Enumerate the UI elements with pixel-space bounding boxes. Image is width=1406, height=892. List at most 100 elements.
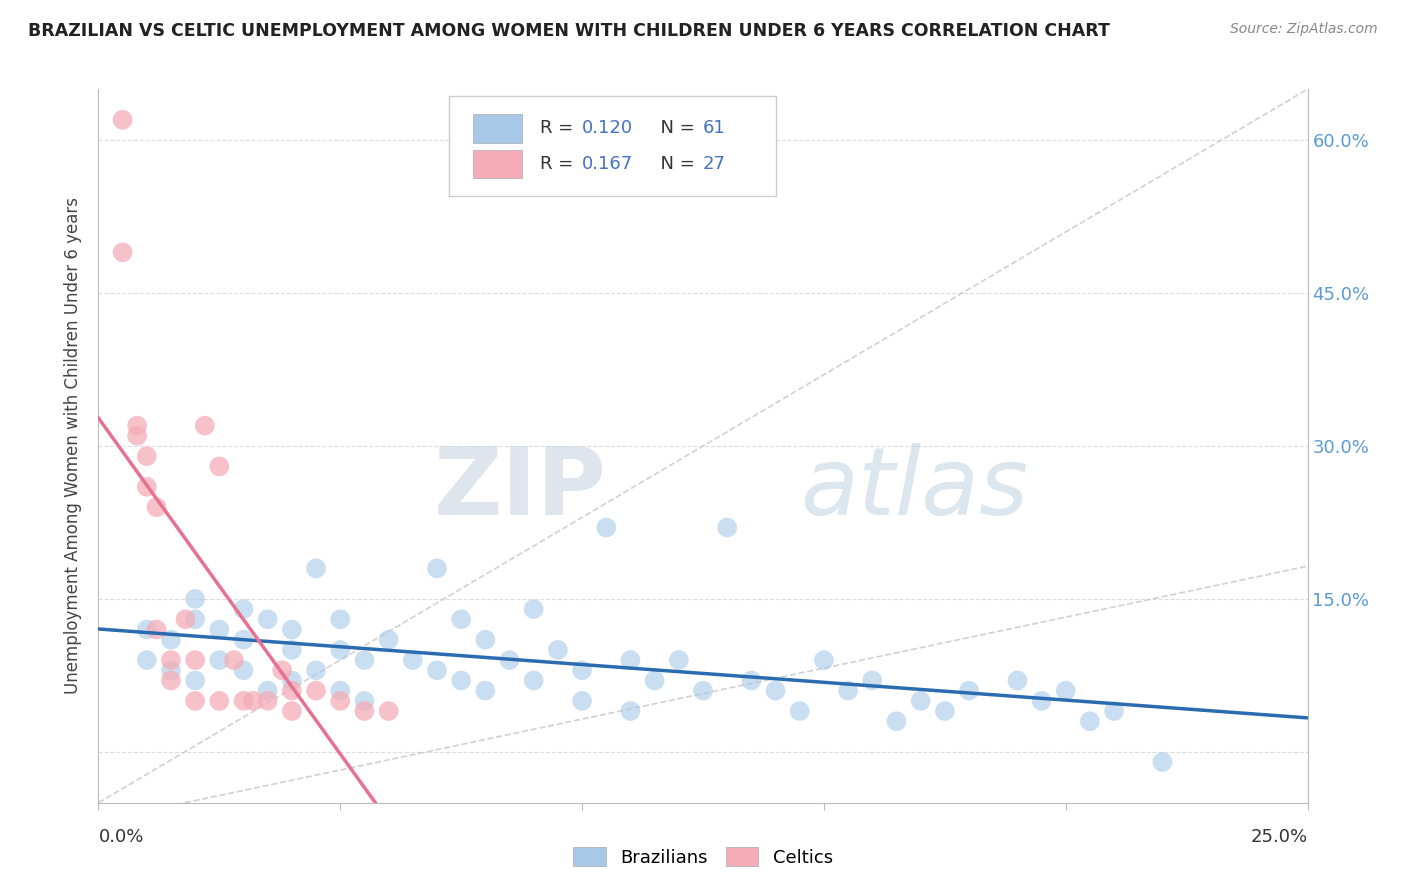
Point <box>160 653 183 667</box>
Point <box>232 663 254 677</box>
Point <box>256 683 278 698</box>
Point <box>305 561 328 575</box>
Point <box>426 663 449 677</box>
Point <box>1078 714 1101 729</box>
Text: 0.167: 0.167 <box>582 155 633 173</box>
Point <box>644 673 666 688</box>
Point <box>765 683 787 698</box>
Text: 0.0%: 0.0% <box>98 829 143 847</box>
Point <box>160 632 183 647</box>
Point <box>135 480 157 494</box>
Point <box>160 673 183 688</box>
Point <box>523 602 546 616</box>
Point <box>740 673 762 688</box>
Text: Source: ZipAtlas.com: Source: ZipAtlas.com <box>1230 22 1378 37</box>
Point <box>184 653 207 667</box>
Point <box>208 623 231 637</box>
Point <box>232 602 254 616</box>
Text: 61: 61 <box>703 120 725 137</box>
Point <box>242 694 264 708</box>
Point <box>111 112 134 127</box>
Point <box>789 704 811 718</box>
Point <box>135 623 157 637</box>
Text: R =: R = <box>540 120 579 137</box>
Point <box>1102 704 1125 718</box>
Point <box>256 612 278 626</box>
Text: N =: N = <box>648 155 700 173</box>
Point <box>329 643 352 657</box>
Point <box>547 643 569 657</box>
Point <box>377 632 399 647</box>
Point <box>474 632 496 647</box>
Point <box>619 704 641 718</box>
Point <box>208 694 231 708</box>
Text: 27: 27 <box>703 155 725 173</box>
Point <box>184 694 207 708</box>
Point <box>1054 683 1077 698</box>
Point <box>329 683 352 698</box>
Point <box>498 653 520 667</box>
Point <box>184 612 207 626</box>
Text: R =: R = <box>540 155 579 173</box>
Point <box>1152 755 1174 769</box>
Point <box>271 663 294 677</box>
Point <box>305 683 328 698</box>
Point <box>281 683 304 698</box>
Point <box>281 643 304 657</box>
Point <box>329 612 352 626</box>
Text: ZIP: ZIP <box>433 442 606 535</box>
Point <box>692 683 714 698</box>
Point <box>281 673 304 688</box>
Point <box>232 694 254 708</box>
Text: BRAZILIAN VS CELTIC UNEMPLOYMENT AMONG WOMEN WITH CHILDREN UNDER 6 YEARS CORRELA: BRAZILIAN VS CELTIC UNEMPLOYMENT AMONG W… <box>28 22 1109 40</box>
Point <box>281 704 304 718</box>
Point <box>111 245 134 260</box>
Point <box>329 694 352 708</box>
Legend: Brazilians, Celtics: Brazilians, Celtics <box>567 840 839 874</box>
Point <box>837 683 859 698</box>
Point <box>402 653 425 667</box>
Point <box>160 663 183 677</box>
Point <box>910 694 932 708</box>
Text: N =: N = <box>648 120 700 137</box>
Point <box>353 653 375 667</box>
Point <box>353 694 375 708</box>
Point <box>305 663 328 677</box>
Text: 25.0%: 25.0% <box>1250 829 1308 847</box>
Point <box>174 612 197 626</box>
Point <box>450 612 472 626</box>
FancyBboxPatch shape <box>474 114 522 143</box>
Point <box>1007 673 1029 688</box>
Point <box>595 520 617 534</box>
Point <box>523 673 546 688</box>
Point <box>135 653 157 667</box>
FancyBboxPatch shape <box>449 96 776 196</box>
Point <box>353 704 375 718</box>
Text: 0.120: 0.120 <box>582 120 633 137</box>
Y-axis label: Unemployment Among Women with Children Under 6 years: Unemployment Among Women with Children U… <box>65 197 83 695</box>
Point <box>886 714 908 729</box>
Point <box>377 704 399 718</box>
Point <box>934 704 956 718</box>
Point <box>208 459 231 474</box>
Point <box>208 653 231 667</box>
Text: atlas: atlas <box>800 443 1028 534</box>
Point <box>1031 694 1053 708</box>
Point <box>619 653 641 667</box>
Point <box>145 500 167 515</box>
Point <box>135 449 157 463</box>
FancyBboxPatch shape <box>474 150 522 178</box>
Point <box>813 653 835 667</box>
Point <box>256 694 278 708</box>
Point <box>281 623 304 637</box>
Point <box>127 418 149 433</box>
Point <box>450 673 472 688</box>
Point <box>571 663 593 677</box>
Point <box>194 418 217 433</box>
Point <box>184 591 207 606</box>
Point <box>571 694 593 708</box>
Point <box>716 520 738 534</box>
Point <box>184 673 207 688</box>
Point <box>668 653 690 667</box>
Point <box>860 673 883 688</box>
